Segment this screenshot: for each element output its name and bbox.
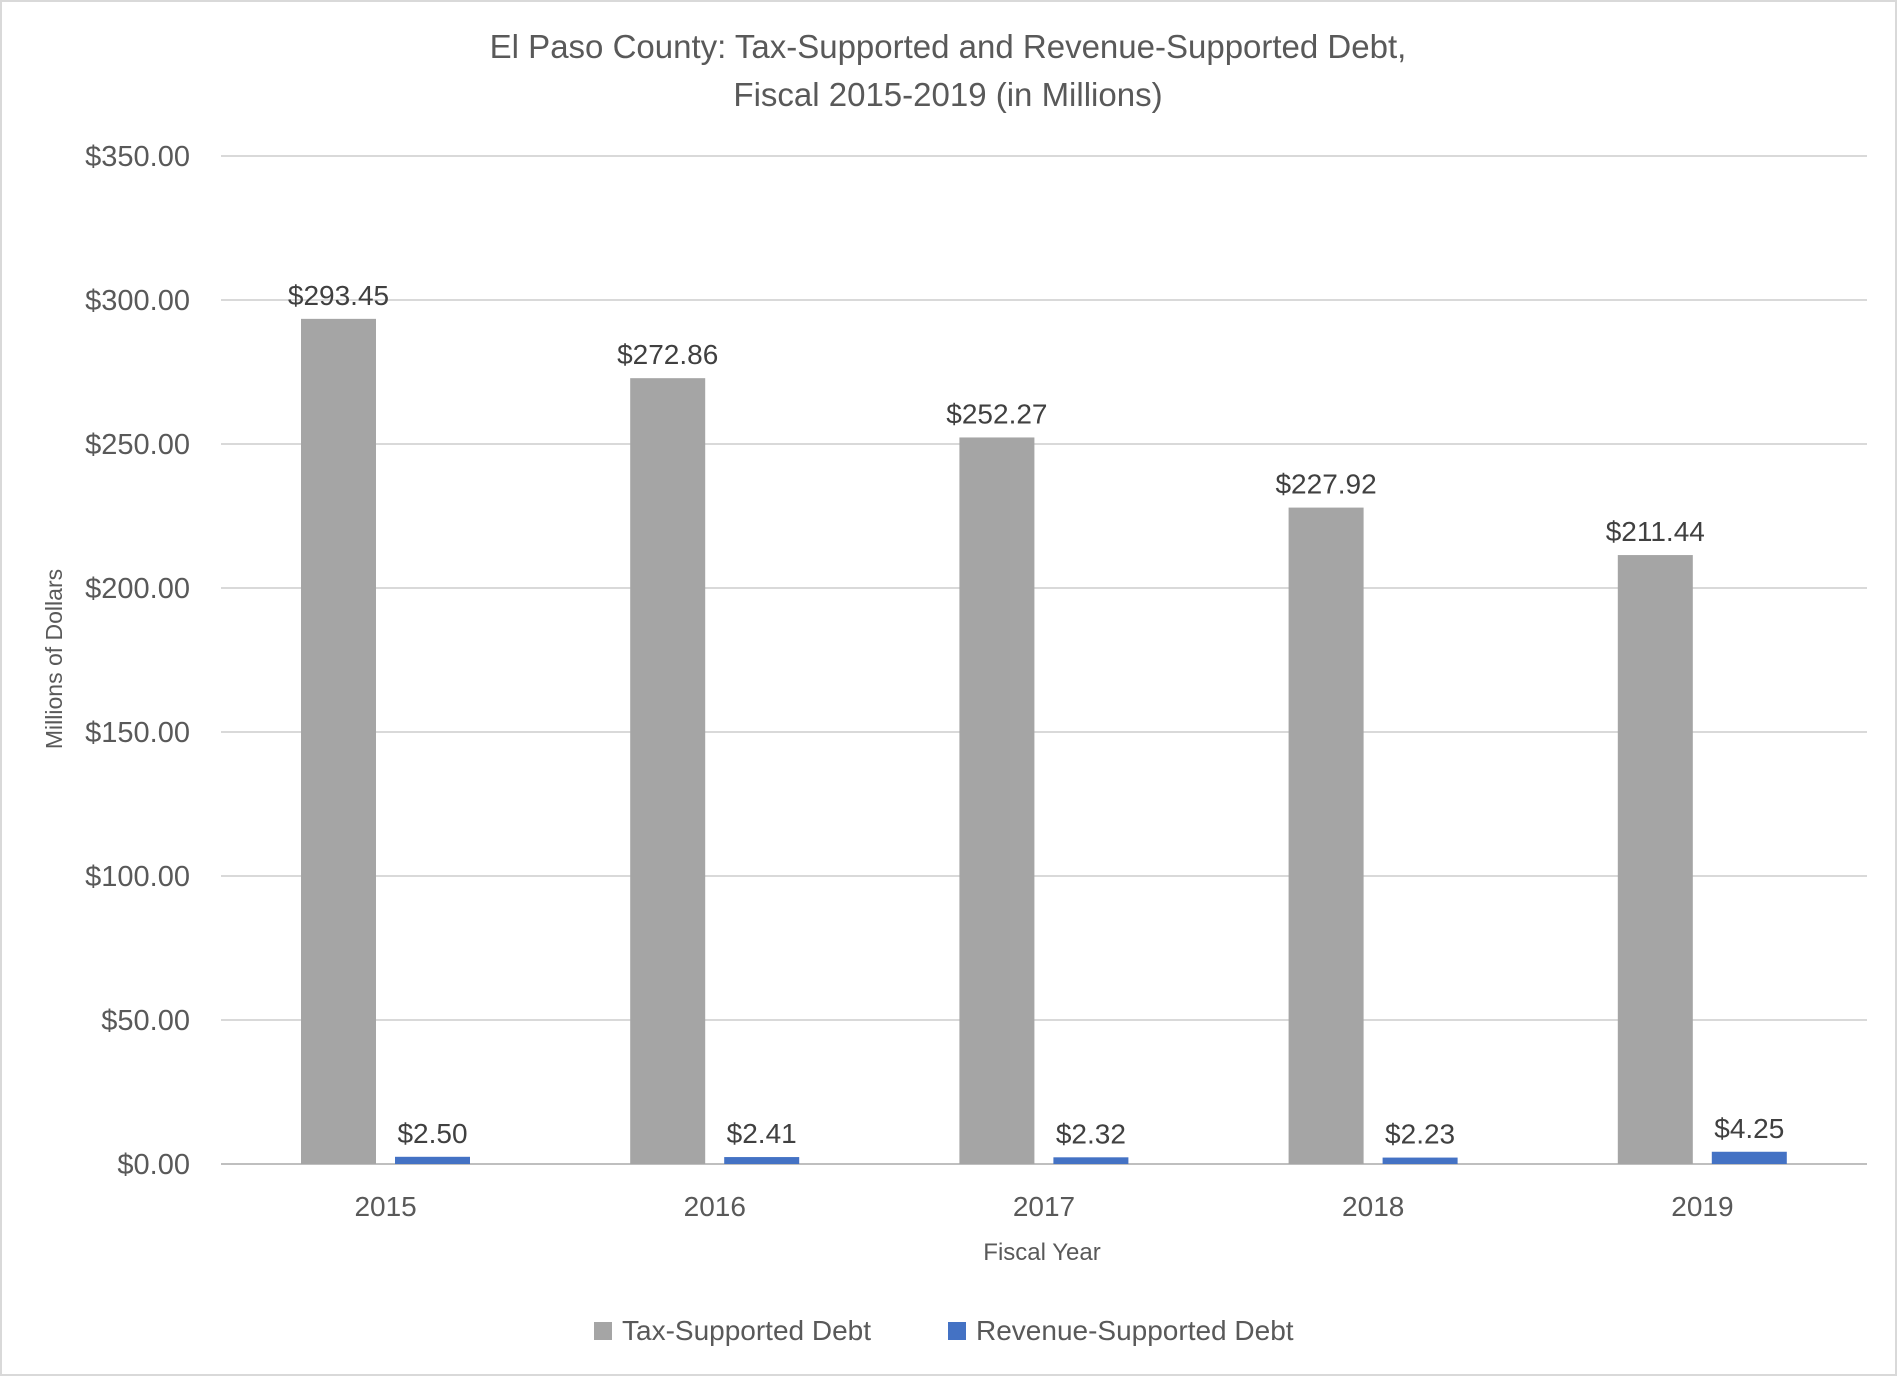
bar-revenue-supported-debt-2015 bbox=[395, 1156, 470, 1164]
data-label: $227.92 bbox=[1275, 469, 1376, 500]
bar-revenue-supported-debt-2016 bbox=[724, 1157, 800, 1164]
y-tick-label: $50.00 bbox=[101, 1005, 190, 1037]
y-tick-label: $350.00 bbox=[85, 141, 190, 173]
x-tick-label: 2019 bbox=[1671, 1191, 1733, 1222]
legend-label: Tax-Supported Debt bbox=[622, 1315, 871, 1346]
data-label: $272.86 bbox=[617, 339, 718, 370]
y-tick-label: $100.00 bbox=[85, 861, 190, 893]
x-axis-title: Fiscal Year bbox=[983, 1239, 1100, 1266]
chart-title-line-2: Fiscal 2015-2019 (in Millions) bbox=[733, 76, 1162, 113]
legend-label: Revenue-Supported Debt bbox=[976, 1315, 1294, 1346]
data-label: $293.45 bbox=[288, 280, 389, 311]
y-tick-label: $200.00 bbox=[85, 573, 190, 605]
chart-title-line-1: El Paso County: Tax-Supported and Revenu… bbox=[490, 28, 1407, 65]
bar-tax-supported-debt-2018 bbox=[1288, 507, 1364, 1164]
y-tick-label: $150.00 bbox=[85, 717, 190, 749]
x-tick-label: 2017 bbox=[1013, 1191, 1075, 1222]
y-tick-label: $250.00 bbox=[85, 429, 190, 461]
legend-swatch-1 bbox=[948, 1322, 966, 1340]
data-label: $252.27 bbox=[946, 398, 1047, 429]
legend-swatch-0 bbox=[594, 1322, 612, 1340]
bar-tax-supported-debt-2016 bbox=[630, 378, 706, 1164]
bar-revenue-supported-debt-2018 bbox=[1382, 1157, 1458, 1164]
bar-revenue-supported-debt-2019 bbox=[1711, 1151, 1787, 1164]
bar-tax-supported-debt-2019 bbox=[1617, 555, 1693, 1164]
data-label: $211.44 bbox=[1606, 516, 1705, 547]
data-label: $2.32 bbox=[1056, 1118, 1126, 1149]
y-tick-label: $0.00 bbox=[117, 1149, 190, 1181]
x-tick-label: 2018 bbox=[1342, 1191, 1404, 1222]
data-label: $2.41 bbox=[727, 1118, 797, 1149]
bar-revenue-supported-debt-2017 bbox=[1053, 1157, 1129, 1164]
data-label: $2.23 bbox=[1385, 1119, 1455, 1150]
x-tick-label: 2015 bbox=[354, 1191, 416, 1222]
bar-tax-supported-debt-2017 bbox=[959, 437, 1035, 1164]
bar-tax-supported-debt-2015 bbox=[301, 318, 376, 1164]
y-axis-title: Millions of Dollars bbox=[41, 569, 67, 749]
data-label: $4.25 bbox=[1714, 1113, 1784, 1144]
y-tick-label: $300.00 bbox=[85, 285, 190, 317]
data-label: $2.50 bbox=[397, 1118, 467, 1149]
x-tick-label: 2016 bbox=[684, 1191, 746, 1222]
